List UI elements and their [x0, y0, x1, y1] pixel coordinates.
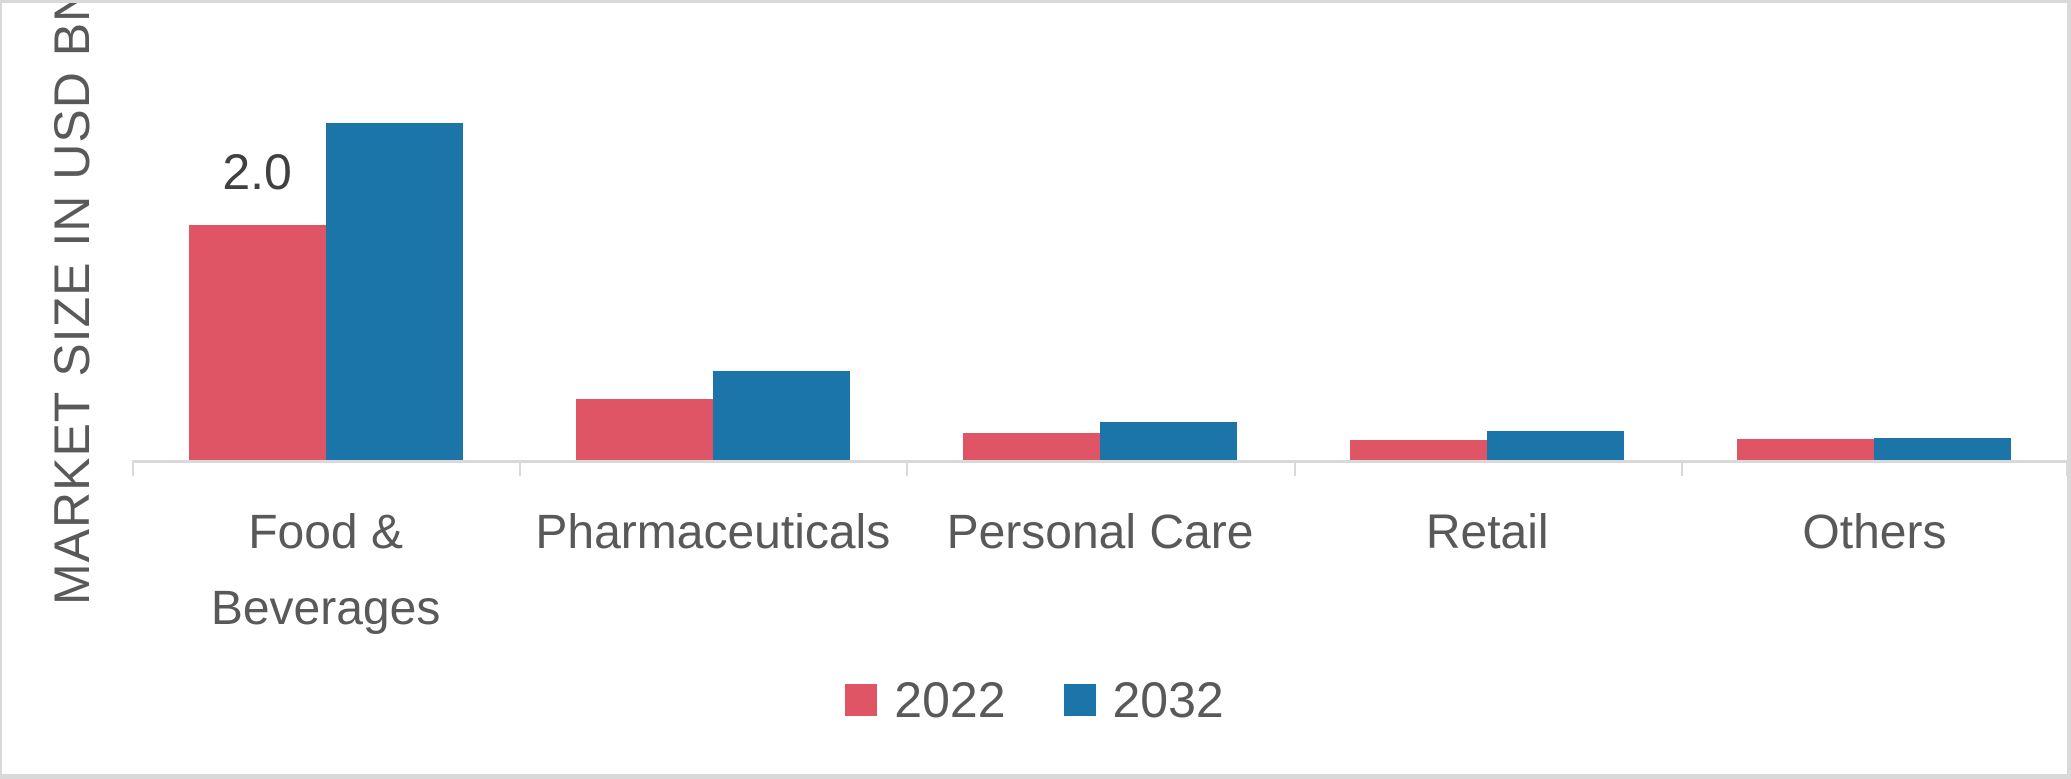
bar-wrap: [1487, 3, 1625, 460]
bar-wrap: [1874, 3, 2012, 460]
plot-area: 2.0: [132, 3, 2067, 460]
bar-wrap: [963, 3, 1100, 460]
x-axis-label: Retail: [1425, 506, 1549, 559]
x-axis-label: Food & Beverages: [210, 506, 441, 635]
bar-2022: [188, 225, 326, 460]
bar-wrap: [325, 3, 463, 460]
bar-group: [519, 3, 906, 460]
y-axis-title: MARKET SIZE IN USD BN: [44, 0, 100, 605]
bar-wrap: [1100, 3, 1237, 460]
bar-wrap: [1350, 3, 1488, 460]
bar-2032: [325, 122, 463, 460]
x-axis-label: Pharmaceuticals: [535, 506, 891, 559]
bar-wrap: [712, 3, 850, 460]
axis-tick: [1680, 460, 1683, 476]
bar-2022: [1737, 438, 1875, 460]
bar-2032: [712, 370, 850, 460]
bar-2032: [1874, 437, 2012, 460]
bar-2032: [1100, 422, 1237, 460]
bar-group: [1294, 3, 1681, 460]
legend-label: 2022: [894, 672, 1006, 728]
axis-tick: [2066, 460, 2067, 476]
x-axis-label: Others: [1802, 506, 1947, 559]
bar-2022: [1350, 440, 1488, 460]
x-axis-line: [132, 460, 2067, 463]
axis-tick: [906, 460, 909, 476]
x-axis-label: Personal Care: [946, 506, 1254, 559]
legend-label: 2032: [1112, 672, 1224, 728]
bar-group: 2.0: [132, 3, 519, 460]
legend: 2022 2032: [2, 675, 2067, 725]
x-axis-labels: Food & Beverages Pharmaceuticals Personal …: [132, 495, 2067, 647]
legend-swatch-2032: [1063, 684, 1096, 716]
bar-group: [1681, 3, 2067, 460]
bar-wrap: [1737, 3, 1875, 460]
bar-2022: [963, 432, 1100, 460]
axis-tick: [1293, 460, 1296, 476]
bar-2022: [575, 398, 713, 460]
bar-group: [906, 3, 1293, 460]
legend-item-2022: 2022: [845, 672, 1006, 728]
bar-wrap: [575, 3, 713, 460]
bar-2032: [1487, 430, 1625, 460]
axis-tick: [132, 460, 134, 476]
bar-data-label: 2.0: [222, 144, 292, 200]
legend-swatch-2022: [845, 684, 878, 716]
legend-item-2032: 2032: [1063, 672, 1224, 728]
bar-wrap: 2.0: [188, 3, 326, 460]
axis-tick: [519, 460, 522, 476]
